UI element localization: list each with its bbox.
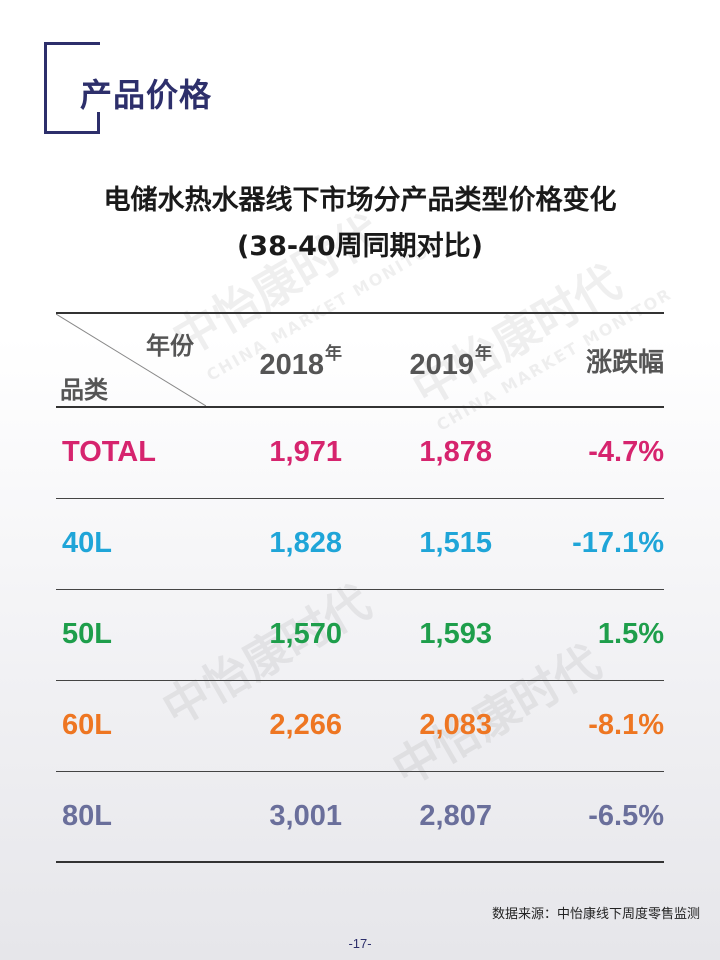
table-header-row: 年份 品类 2018年 2019年 涨跌幅 xyxy=(56,313,664,407)
category-cell: TOTAL xyxy=(62,436,156,469)
title-bracket-bottom xyxy=(44,131,100,134)
table-row: 60L 2,266 2,083 -8.1% xyxy=(56,680,664,771)
change-cell: -17.1% xyxy=(572,527,664,559)
value-2018-cell: 1,828 xyxy=(269,527,342,559)
corner-header-cell: 年份 品类 xyxy=(56,313,206,407)
year-label: 2018 xyxy=(259,348,324,381)
change-cell: -6.5% xyxy=(588,799,664,832)
table-subtitle: (38-40周同期对比) xyxy=(236,231,484,262)
category-cell: 80L xyxy=(62,799,112,832)
price-table: 年份 品类 2018年 2019年 涨跌幅 TOTAL 1,971 1,878 … xyxy=(56,312,664,863)
section-title: 产品价格 xyxy=(80,76,213,114)
value-2018-cell: 1,570 xyxy=(269,618,342,650)
table-row: 80L 3,001 2,807 -6.5% xyxy=(56,771,664,862)
change-cell: -8.1% xyxy=(588,709,664,741)
year-label: 2019 xyxy=(409,348,474,381)
value-2019-cell: 1,593 xyxy=(419,618,492,650)
title-bracket-tick xyxy=(97,112,100,134)
page-number: -17- xyxy=(348,936,372,951)
header-change: 涨跌幅 xyxy=(585,347,664,378)
year-suffix: 年 xyxy=(325,343,342,364)
data-source-note: 数据来源：中怡康线下周度零售监测 xyxy=(491,907,700,922)
diagonal-divider xyxy=(56,314,206,406)
value-2018-cell: 3,001 xyxy=(269,799,342,832)
header-2019: 2019年 xyxy=(342,313,492,407)
category-cell: 50L xyxy=(62,618,112,650)
table-title: 电储水热水器线下市场分产品类型价格变化 xyxy=(103,185,617,216)
value-2019-cell: 1,878 xyxy=(419,436,492,469)
table-row: TOTAL 1,971 1,878 -4.7% xyxy=(56,407,664,498)
table-row: 40L 1,828 1,515 -17.1% xyxy=(56,498,664,589)
value-2018-cell: 1,971 xyxy=(269,436,342,469)
value-2018-cell: 2,266 xyxy=(269,709,342,741)
header-2018: 2018年 xyxy=(206,313,342,407)
corner-category-label: 品类 xyxy=(60,376,108,404)
value-2019-cell: 1,515 xyxy=(419,527,492,559)
change-cell: 1.5% xyxy=(597,618,664,650)
table-row: 50L 1,570 1,593 1.5% xyxy=(56,589,664,680)
category-cell: 60L xyxy=(62,709,112,741)
change-cell: -4.7% xyxy=(588,436,664,469)
corner-year-label: 年份 xyxy=(146,332,194,360)
year-suffix: 年 xyxy=(475,343,492,364)
value-2019-cell: 2,807 xyxy=(419,799,492,832)
category-cell: 40L xyxy=(62,527,112,559)
value-2019-cell: 2,083 xyxy=(419,709,492,741)
title-bracket xyxy=(44,42,100,134)
